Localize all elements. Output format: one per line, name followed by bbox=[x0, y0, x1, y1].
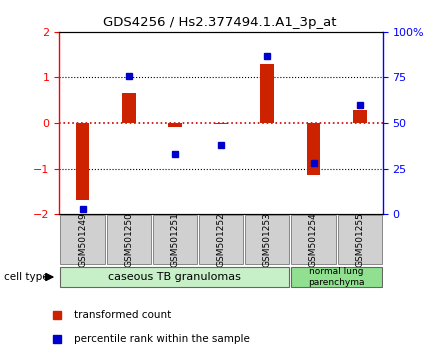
Bar bbox=[337, 215, 382, 264]
Text: GSM501255: GSM501255 bbox=[355, 212, 364, 267]
Text: GSM501253: GSM501253 bbox=[263, 212, 272, 267]
Bar bbox=[214, 123, 228, 124]
Bar bbox=[76, 123, 89, 200]
Bar bbox=[245, 215, 290, 264]
Bar bbox=[199, 215, 243, 264]
Bar bbox=[353, 110, 367, 123]
Text: normal lung
parenchyma: normal lung parenchyma bbox=[308, 267, 365, 287]
Bar bbox=[122, 93, 136, 123]
Text: GSM501249: GSM501249 bbox=[78, 212, 87, 267]
Text: GSM501250: GSM501250 bbox=[124, 212, 133, 267]
Text: GSM501254: GSM501254 bbox=[309, 212, 318, 267]
Bar bbox=[307, 123, 320, 176]
Text: percentile rank within the sample: percentile rank within the sample bbox=[74, 333, 250, 343]
Bar bbox=[60, 215, 105, 264]
Text: transformed count: transformed count bbox=[74, 310, 171, 320]
Text: GSM501252: GSM501252 bbox=[216, 212, 226, 267]
Text: GSM501251: GSM501251 bbox=[170, 212, 180, 267]
Text: cell type: cell type bbox=[4, 272, 49, 282]
Bar bbox=[60, 267, 290, 287]
Text: caseous TB granulomas: caseous TB granulomas bbox=[109, 272, 241, 282]
Bar bbox=[260, 64, 274, 123]
Bar bbox=[291, 215, 336, 264]
Text: GDS4256 / Hs2.377494.1.A1_3p_at: GDS4256 / Hs2.377494.1.A1_3p_at bbox=[103, 16, 337, 29]
Bar bbox=[106, 215, 151, 264]
Bar bbox=[168, 123, 182, 127]
Bar bbox=[153, 215, 197, 264]
Bar bbox=[291, 267, 382, 287]
